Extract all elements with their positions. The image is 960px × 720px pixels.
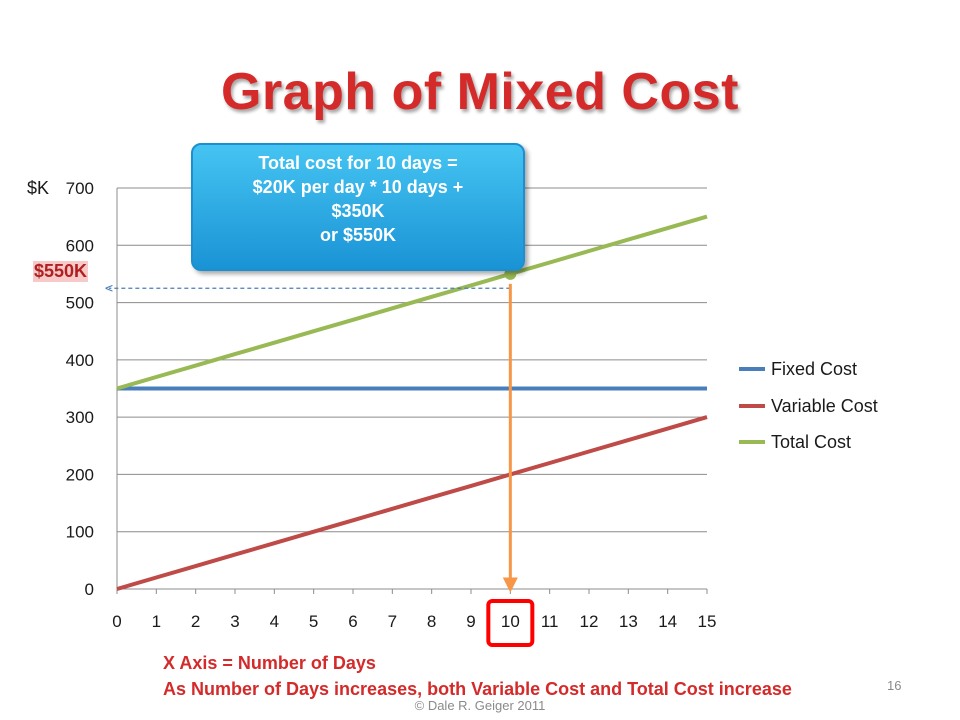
x-tick-label: 14 [658,612,677,631]
x-tick-label: 0 [112,612,121,631]
x-tick-label: 10 [501,612,520,631]
copyright-footer: © Dale R. Geiger 2011 [414,698,546,713]
y-tick-labels: 0 100 200 300 400 500 600 700 [66,179,94,599]
legend-label-total-cost: Total Cost [771,432,851,452]
x-tick-labels: 0 1 2 3 4 5 6 7 8 9 10 11 12 13 14 15 [112,589,716,631]
x-axis-note-line-1: X Axis = Number of Days [163,653,376,673]
total-cost-callout: Total cost for 10 days = $20K per day * … [191,143,525,271]
slide-title: Graph of Mixed Cost [221,63,739,121]
y-tick-label: 100 [66,523,94,542]
y-tick-label: 700 [66,179,94,198]
legend: Fixed Cost Variable Cost Total Cost [739,359,878,452]
y-tick-label: 300 [66,408,94,427]
series-line-total-cost [116,214,708,391]
callout-line-4: or $550K [319,225,397,245]
page-number: 16 [887,678,902,693]
legend-label-fixed-cost: Fixed Cost [771,359,857,379]
x-tick-label: 12 [580,612,599,631]
x-tick-label: 1 [152,612,161,631]
x-tick-label: 15 [698,612,717,631]
x-tick-label: 5 [309,612,318,631]
x-axis-note-line-2: As Number of Days increases, both Variab… [163,679,792,699]
x-axis-note: X Axis = Number of Days As Number of Day… [163,650,792,702]
series-lines [116,214,708,591]
y-tick-label: 500 [66,294,94,313]
series-line-variable-cost [116,415,708,591]
callout-line-3: $350K [331,201,385,221]
x-tick-label: 6 [348,612,357,631]
highlight-value-label: $550K [33,261,89,282]
x-tick-label: 2 [191,612,200,631]
callout-line-1: Total cost for 10 days = [258,153,458,173]
x-tick-label: 9 [466,612,475,631]
callout-line-2: $20K per day * 10 days + [252,177,464,197]
x-tick-label: 7 [388,612,397,631]
x-tick-label: 4 [270,612,279,631]
x-tick-label: 8 [427,612,436,631]
y-tick-label: 400 [66,351,94,370]
y-tick-label: 200 [66,465,94,484]
legend-label-variable-cost: Variable Cost [771,396,878,416]
x-tick-label: 13 [619,612,638,631]
y-tick-label: 600 [66,236,94,255]
y-tick-label: 0 [85,580,94,599]
y-unit-label: $K [27,178,50,198]
annotations [109,267,535,647]
x-highlight-box [486,599,535,647]
x-tick-label: 3 [230,612,239,631]
x-tick-label: 11 [541,612,559,631]
